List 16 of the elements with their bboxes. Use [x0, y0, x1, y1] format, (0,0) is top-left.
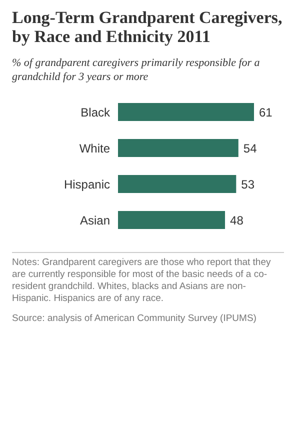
bar	[118, 103, 254, 121]
data-label: 53	[241, 177, 255, 192]
data-label: 54	[243, 141, 258, 156]
chart-subtitle: % of grandparent caregivers primarily responsible for a grandchild for 3 years or more	[12, 56, 261, 84]
bar	[118, 139, 238, 157]
text: Notes: Grandparent caregivers are those who report that they are currently responsible for most of the basic needs of a co-resident grandchild. Whites, blacks and Asians are non-Hispanic. Hispanics are of any race.	[12, 257, 272, 305]
data-label: 61	[259, 105, 273, 120]
bar	[118, 211, 226, 229]
y-tick-label: Hispanic	[64, 177, 110, 192]
bar	[118, 175, 236, 193]
source-note: Source: analysis of American Community Survey (IPUMS)	[12, 313, 258, 325]
y-tick-label: Asian	[80, 213, 110, 228]
y-tick-label: White	[79, 141, 110, 156]
y-tick-label: Black	[80, 105, 111, 120]
data-label: 48	[230, 213, 244, 228]
chart-title: Long-Term Grandparent Caregivers, by Race and Ethnicity 2011	[12, 8, 284, 46]
